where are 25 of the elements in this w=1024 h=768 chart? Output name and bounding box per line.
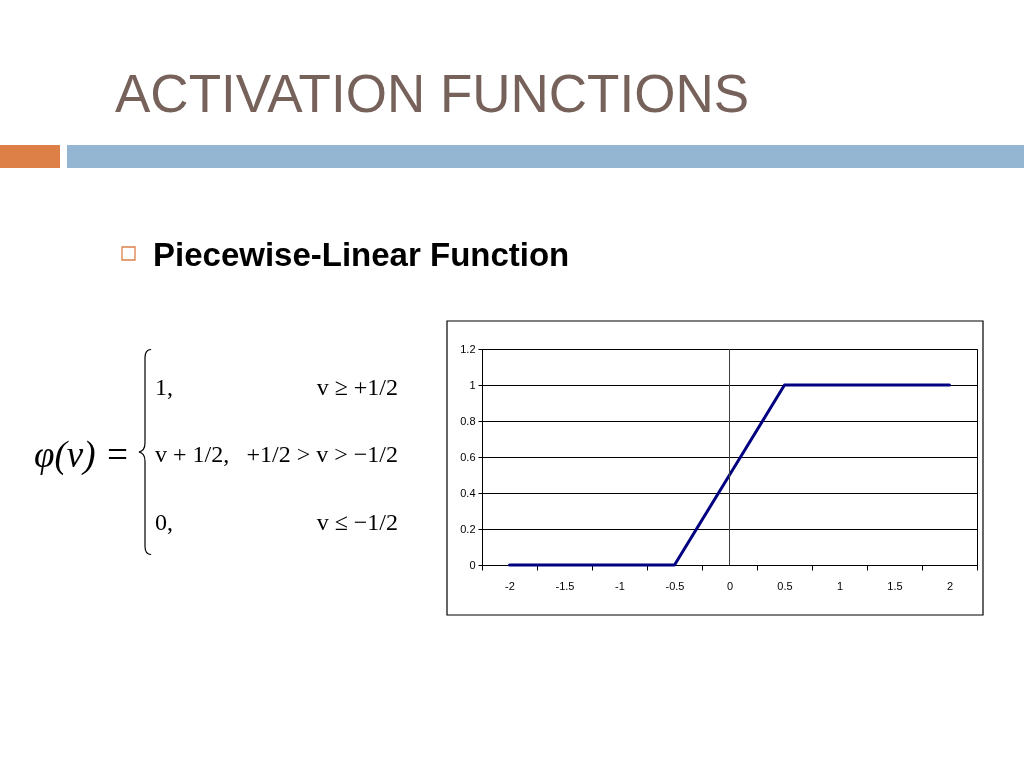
x-tick-label: 1 (836, 579, 844, 592)
chart-subtitle: Piecewise-Linear Function (153, 236, 570, 273)
x-tick-label: 1.5 (887, 579, 903, 592)
text: v + 1/2, (155, 441, 230, 467)
x-tick-label: -2 (505, 579, 515, 592)
y-tick-label: 0.6 (460, 450, 476, 463)
text: v ≤ −1/2 (316, 509, 398, 535)
chart-title: ACTIVATION FUNCTIONS (115, 64, 750, 123)
x-tick-label: -1.5 (555, 579, 575, 592)
text: v ≥ +1/2 (316, 374, 398, 400)
y-tick-label: 1.2 (460, 342, 476, 355)
y-tick-label: 0 (469, 558, 476, 571)
text: 1, (155, 374, 173, 400)
x-tick-label: -0.5 (665, 579, 685, 592)
text: +1/2 > v > −1/2 (246, 441, 398, 467)
text: φ(v) = (34, 434, 130, 476)
y-tick-label: 0.4 (460, 486, 476, 499)
y-tick-label: 1 (469, 378, 476, 391)
text: 0, (155, 509, 173, 535)
x-tick-label: -1 (615, 579, 625, 592)
y-tick-label: 0.2 (460, 522, 476, 535)
y-tick-label: 0.8 (460, 414, 476, 427)
x-tick-label: 2 (946, 579, 954, 592)
x-tick-label: 0.5 (777, 579, 793, 592)
x-tick-label: 0 (726, 579, 734, 592)
